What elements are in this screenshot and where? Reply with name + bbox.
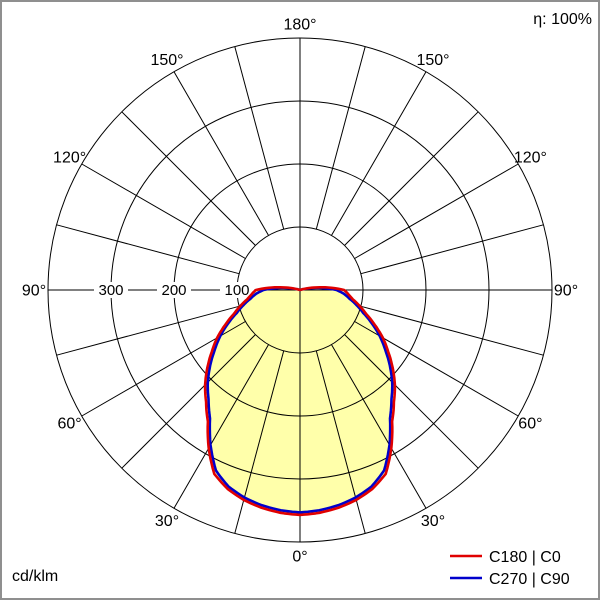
angle-label: 60° [57,416,81,433]
grid-spoke [315,350,366,534]
angle-label: 30° [155,513,179,530]
legend-label-c270-c90: C270 | C90 [489,571,570,588]
legend-item-c90: C270 | C90 [450,571,570,588]
angle-label: 180° [283,17,316,34]
legend-label-c180-c0: C180 | C0 [489,549,561,566]
grid-spoke [344,111,479,246]
grid-spoke [360,305,544,356]
angle-label: 120° [53,150,86,167]
grid-spoke [315,46,366,230]
radial-tick-label: 200 [161,282,186,299]
grid-spoke [56,305,240,356]
grid-spoke [344,334,479,469]
grid-spoke [81,163,246,259]
radial-tick-bg [157,282,191,298]
curves-layer [203,286,397,517]
grid-spoke [121,334,256,469]
efficiency-label: η: 100% [533,11,592,28]
angle-label: 120° [514,150,547,167]
grid-spoke [360,224,544,275]
legend: C180 | C0 C270 | C90 [450,549,570,588]
unit-label: cd/klm [12,568,58,585]
grid-spoke [56,224,240,275]
grid-spoke [331,344,427,509]
grid-spoke [354,163,519,259]
grid-spoke [234,350,285,534]
radial-tick-label: 100 [224,282,249,299]
angle-label: 30° [421,513,445,530]
angle-label: 90° [22,283,46,300]
legend-item-c0: C180 | C0 [450,549,561,566]
angle-label: 90° [554,283,578,300]
angle-label: 150° [416,52,449,69]
angle-label: 60° [518,416,542,433]
angle-label: 150° [150,52,183,69]
labels-layer: 300 200 100 0° 30° 30° 60° 60° 90° 90° 120° 120° 150… [22,17,578,566]
grid-spoke [234,46,285,230]
grid-spoke [121,111,256,246]
curve-c180-c0 [203,286,397,517]
grid-spoke [173,344,269,509]
radial-tick-bg [220,282,254,298]
curve-c270-c90 [206,286,394,514]
radial-tick-label: 300 [98,282,123,299]
grid-spoke [173,71,269,236]
radial-tick-bg [94,282,128,298]
angle-label: 0° [292,549,307,566]
grid-spoke [331,71,427,236]
